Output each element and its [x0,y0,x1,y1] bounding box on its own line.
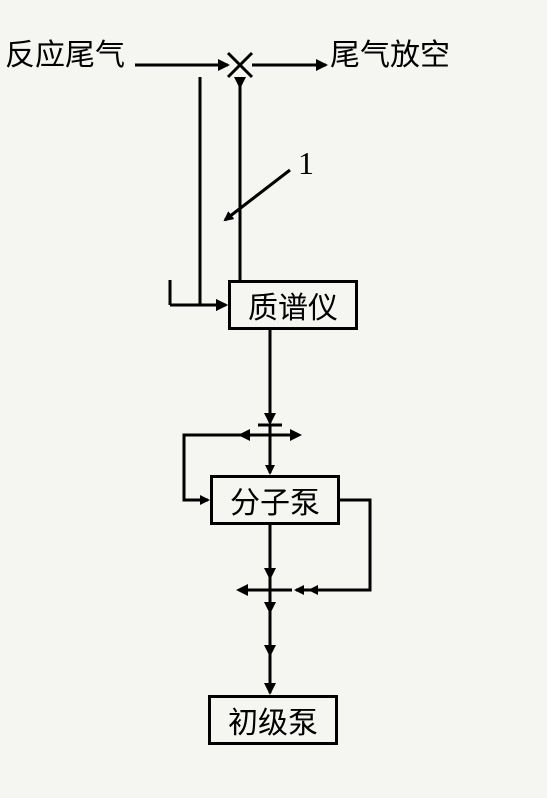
molecular-pump-box: 分子泵 [210,475,340,525]
primary-pump-label: 初级泵 [228,698,318,742]
annotation-1: 1 [298,145,314,182]
mass-spectrometer-box: 质谱仪 [228,280,358,330]
tail-gas-vent-label: 尾气放空 [330,30,450,74]
primary-pump-box: 初级泵 [208,695,338,745]
reaction-tail-gas-label: 反应尾气 [5,30,125,74]
molecular-pump-label: 分子泵 [230,478,320,522]
mass-spectrometer-label: 质谱仪 [248,283,338,327]
